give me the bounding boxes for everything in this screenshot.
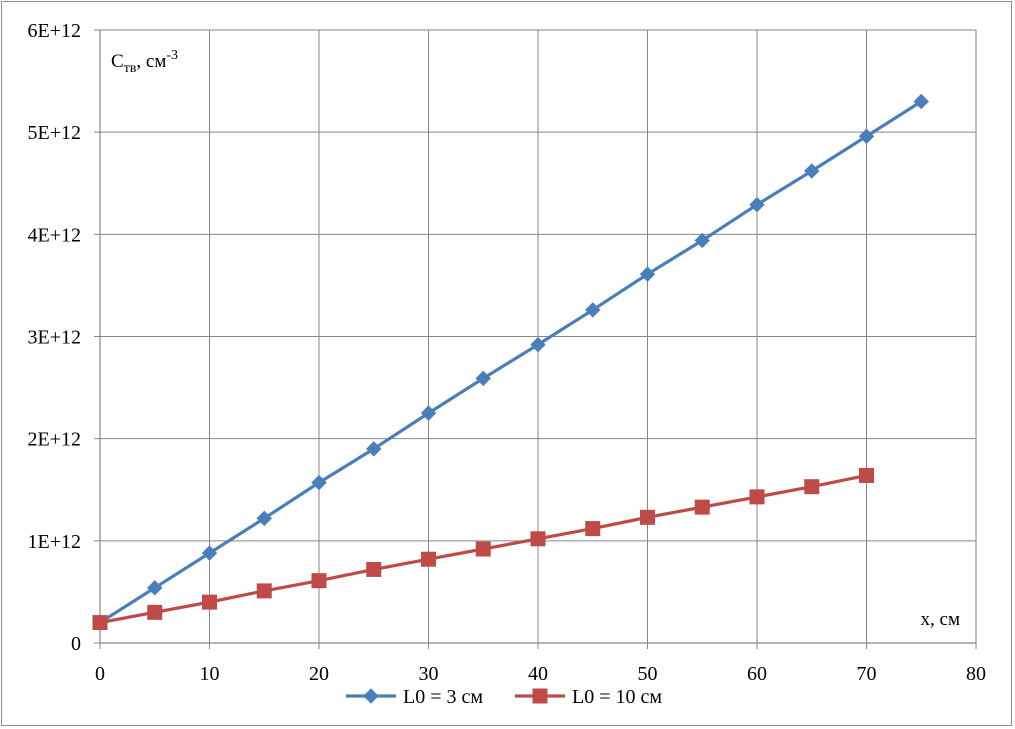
data-point [147, 580, 163, 596]
legend-marker [532, 688, 548, 704]
data-point [147, 604, 163, 620]
data-point [366, 561, 382, 577]
series-2 [92, 467, 874, 631]
data-point [311, 474, 327, 491]
y-tick-label: 2E+12 [28, 429, 82, 451]
data-point [201, 545, 218, 561]
data-point [749, 196, 765, 213]
legend-label: L0 = 10 см [572, 686, 662, 708]
series-line [99, 100, 923, 624]
data-point [859, 467, 874, 483]
data-point [475, 541, 491, 557]
x-tick-label: 40 [528, 663, 548, 685]
data-point [858, 128, 875, 144]
data-point [694, 499, 710, 515]
data-point [804, 163, 820, 179]
x-tick-label: 20 [309, 663, 329, 685]
y-axis-label-main: C [111, 51, 124, 72]
data-point [913, 93, 929, 110]
data-point [530, 336, 546, 353]
y-tick-labels: 0 1E+12 2E+12 3E+12 4E+12 5E+12 6E+12 [28, 20, 82, 655]
data-point [585, 302, 601, 318]
series-1 [92, 93, 929, 631]
y-axis-label-unit: , см [136, 51, 166, 72]
x-tick-label: 50 [638, 663, 658, 685]
y-tick-label: 5E+12 [28, 122, 82, 144]
legend: L0 = 3 см L0 = 10 см [346, 686, 662, 708]
data-point [256, 510, 272, 527]
legend-entry-2: L0 = 10 см [515, 686, 662, 708]
x-tick-label: 10 [200, 663, 220, 685]
data-point [421, 551, 436, 567]
legend-marker [363, 688, 379, 704]
data-point [475, 370, 491, 387]
y-tick-label: 4E+12 [28, 224, 82, 246]
x-tick-label: 70 [857, 663, 877, 685]
data-point [639, 266, 656, 282]
y-tick-label: 1E+12 [28, 531, 82, 553]
x-tick-labels: 0 10 20 30 40 50 60 70 80 [95, 663, 986, 685]
axes [94, 29, 977, 649]
legend-entry-1: L0 = 3 см [346, 686, 483, 708]
data-point [420, 405, 437, 421]
data-point [804, 479, 820, 495]
series-group [92, 93, 929, 631]
data-point [694, 232, 710, 249]
data-point [366, 441, 382, 457]
y-axis-label: Cтв, см-3 [111, 48, 178, 76]
data-point [640, 509, 655, 525]
x-tick-label: 30 [419, 663, 439, 685]
data-point [530, 531, 546, 547]
x-tick-label: 80 [966, 663, 986, 685]
y-axis-label-sub: тв [124, 61, 137, 76]
y-tick-label: 6E+12 [28, 20, 82, 42]
x-tick-label: 60 [747, 663, 767, 685]
y-axis-label-sup: -3 [166, 48, 178, 63]
gridlines [100, 29, 977, 643]
data-point [92, 615, 108, 631]
data-point [202, 594, 217, 610]
x-axis-label: x, см [921, 609, 960, 630]
data-point [311, 573, 327, 589]
data-point [749, 489, 765, 505]
data-point [585, 521, 601, 537]
y-tick-label: 3E+12 [28, 327, 82, 349]
legend-label: L0 = 3 см [403, 686, 483, 708]
y-tick-label: 0 [71, 633, 81, 655]
x-tick-label: 0 [95, 663, 105, 685]
data-point [256, 583, 272, 599]
